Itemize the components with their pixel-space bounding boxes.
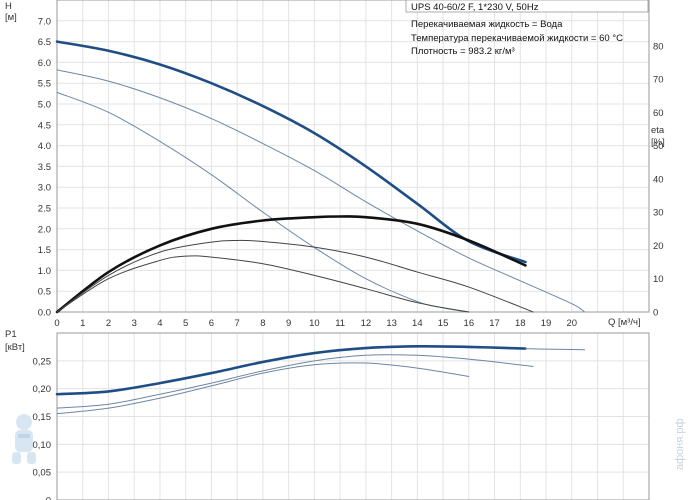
- x-tick-label: 4: [157, 318, 162, 329]
- x-tick-label: 7: [235, 318, 240, 329]
- bottom-chart-ticks: 0 0,05 0,10 0,15 0,20 0,25: [33, 356, 52, 500]
- x-tick-label: 12: [361, 318, 372, 329]
- bottom-chart-frame: [56, 332, 650, 500]
- mascot-icon: [12, 414, 36, 464]
- y-tick-label-h: 1.0: [38, 266, 51, 277]
- y-tick-label-h: 4.0: [38, 141, 51, 152]
- x-tick-label: 3: [132, 318, 137, 329]
- x-tick-label: 2: [106, 318, 111, 329]
- y2-tick-label-eta: 30: [653, 208, 664, 219]
- bottom-chart-series: [55, 345, 586, 415]
- watermark: афоня.рф: [674, 418, 686, 470]
- y2-tick-label-eta: 50: [653, 141, 664, 152]
- y2-tick-label-eta: 60: [653, 108, 664, 119]
- y2-tick-label-eta: 10: [653, 274, 664, 285]
- head-curve-1: [56, 69, 586, 313]
- info-density: Плотность = 983.2 кг/м³: [411, 46, 515, 57]
- chart-title-box: [405, 0, 649, 13]
- x-tick-label: 17: [489, 318, 500, 329]
- y2-tick-label-eta: 40: [653, 174, 664, 185]
- power-curve-3: [56, 362, 470, 415]
- y-tick-label-h: 5.5: [38, 79, 51, 90]
- y-tick-label-h: 2.0: [38, 224, 51, 235]
- x-tick-label: 10: [309, 318, 320, 329]
- x-tick-label: 14: [412, 318, 423, 329]
- eta-curve-5: [56, 255, 470, 313]
- y-tick-label-h: 4.5: [38, 120, 51, 131]
- head-curve-0: [55, 40, 527, 264]
- x-axis-label-q: Q [м³/ч]: [608, 317, 641, 328]
- y-tick-label-h: 6.0: [38, 58, 51, 69]
- y-axis-label-p1: P1: [5, 329, 17, 340]
- y-tick-label-p1: 0,20: [33, 384, 52, 395]
- power-curve-0: [55, 345, 527, 396]
- x-tick-label: 20: [566, 318, 577, 329]
- x-tick-label: 19: [541, 318, 552, 329]
- y2-tick-label-eta: 80: [653, 41, 664, 52]
- y-tick-label-p1: 0: [46, 496, 51, 500]
- y-tick-label-p1: 0,10: [33, 440, 52, 451]
- y-axis-unit-h: [м]: [5, 12, 17, 23]
- y-axis-label-h: H: [5, 1, 12, 12]
- bottom-chart-grid: [56, 333, 649, 500]
- info-liquid: Перекачиваемая жидкость = Вода: [411, 19, 563, 30]
- y-tick-label-p1: 0,15: [33, 412, 52, 423]
- eta-curve-3: [55, 215, 527, 314]
- y-tick-label-h: 6.5: [38, 37, 51, 48]
- y-tick-label-p1: 0,05: [33, 468, 52, 479]
- x-tick-label: 1: [80, 318, 85, 329]
- y2-tick-label-eta: 0: [653, 308, 658, 319]
- y-tick-label-h: 2.5: [38, 204, 51, 215]
- y2-axis-label-eta: eta: [651, 125, 665, 136]
- y-tick-label-h: 3.0: [38, 183, 51, 194]
- x-tick-label: 18: [515, 318, 526, 329]
- top-chart-series: [55, 40, 586, 314]
- y-tick-label-p1: 0,25: [33, 356, 52, 367]
- y2-tick-label-eta: 20: [653, 241, 664, 252]
- x-tick-label: 0: [54, 318, 59, 329]
- x-tick-label: 11: [335, 318, 345, 329]
- x-tick-label: 15: [438, 318, 449, 329]
- eta-curve-4: [56, 239, 534, 313]
- y-tick-label-h: 3.5: [38, 162, 51, 173]
- x-tick-label: 13: [386, 318, 397, 329]
- top-chart-frame: [56, 0, 650, 313]
- y2-axis-unit-eta: [%]: [651, 137, 665, 148]
- y-tick-label-h: 1.5: [38, 245, 51, 256]
- y-tick-label-h: 0.5: [38, 287, 51, 298]
- y-tick-label-h: 7.0: [38, 16, 51, 27]
- x-tick-label: 5: [183, 318, 188, 329]
- y-tick-label-h: 5.0: [38, 100, 51, 111]
- top-chart-ticks: 0 1 2 3 4 5 6 7 8 9 10 11 12 13 14 15 16 17 18 19 200.00.51.…: [38, 16, 664, 329]
- x-tick-label: 16: [464, 318, 475, 329]
- y2-tick-label-eta: 70: [653, 75, 664, 86]
- power-curve-2: [56, 354, 534, 409]
- chart-title: UPS 40-60/2 F, 1*230 V, 50Hz: [411, 2, 539, 13]
- x-tick-label: 9: [286, 318, 291, 329]
- info-temperature: Температура перекачиваемой жидкости = 60…: [411, 33, 623, 44]
- y-tick-label-h: 0.0: [38, 308, 51, 319]
- y-axis-unit-p1: [кВт]: [5, 342, 25, 353]
- x-tick-label: 8: [260, 318, 265, 329]
- x-tick-label: 6: [209, 318, 214, 329]
- power-curve-1: [524, 348, 586, 351]
